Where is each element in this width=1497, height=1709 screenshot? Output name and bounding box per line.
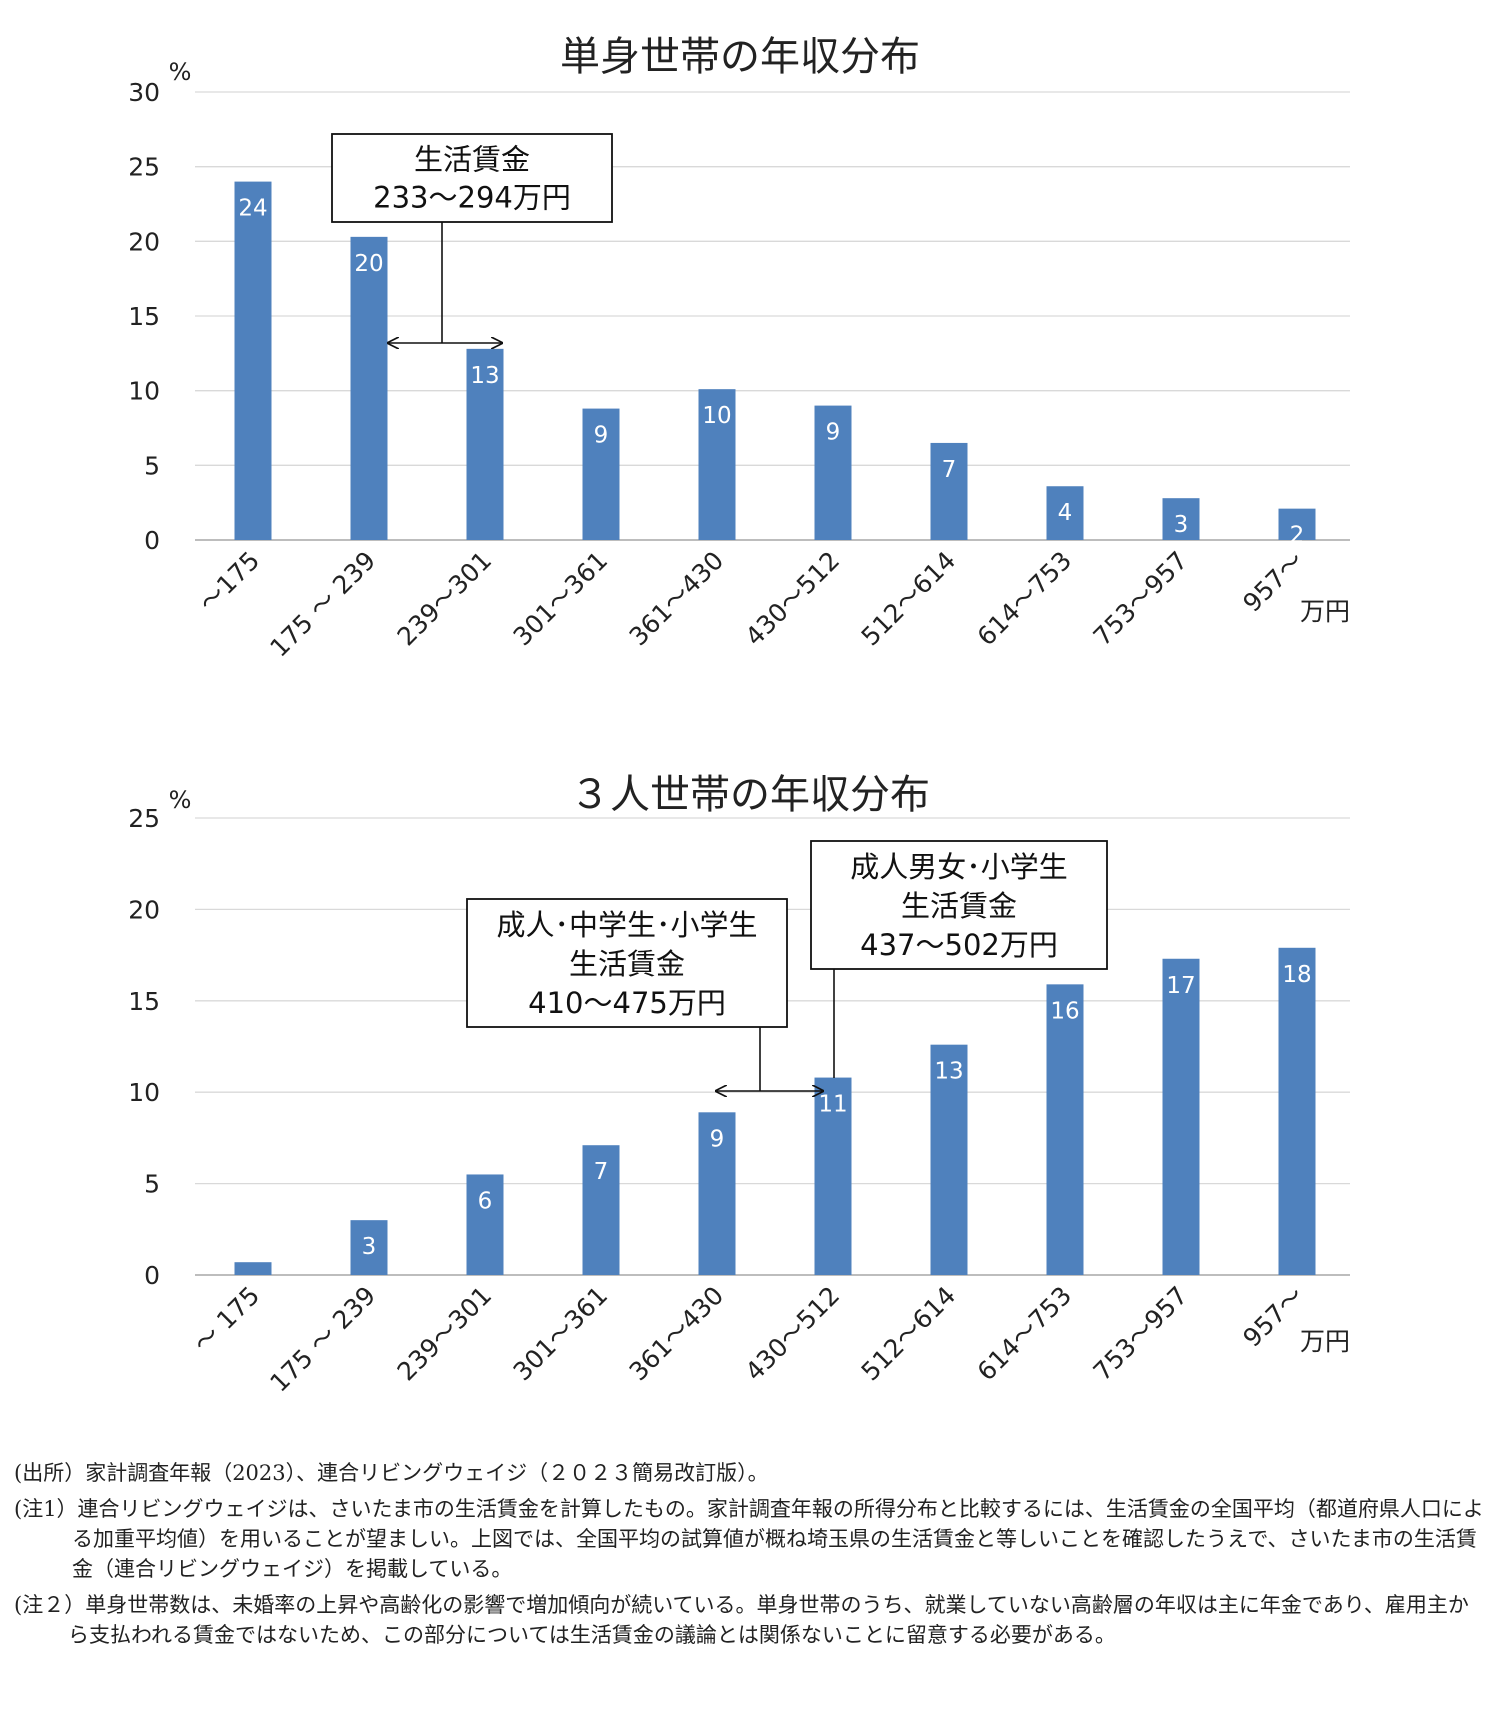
category-label: 239～301 [392,546,498,652]
bar [1046,984,1084,1275]
data-label: 20 [354,251,383,277]
annotation-text: 437～502万円 [860,928,1058,962]
bar [1046,486,1084,540]
y-tick-label: 20 [128,895,160,924]
annotation-text: 410～475万円 [528,986,726,1020]
bar [234,1262,272,1275]
data-label: 9 [826,420,841,446]
note-1: (注1）連合リビングウェイジは、さいたま市の生活賃金を計算したもの。家計調査年報… [14,1497,1484,1581]
data-label: 24 [238,196,267,222]
bar [466,1174,504,1275]
bar [350,1220,388,1275]
category-label: ～175 [193,546,265,618]
annotation-text: 生活賃金 [569,947,685,981]
bar [698,1112,736,1275]
category-label: 512～614 [856,546,962,652]
category-label: 301～361 [508,1281,614,1387]
bar [814,1077,852,1275]
data-label: 13 [470,363,499,389]
data-label: 9 [710,1126,725,1152]
data-label: 11 [818,1092,847,1118]
annotation-box [466,898,788,1028]
category-label: 753～957 [1088,546,1194,652]
annotation-text: 成人男女･小学生 [850,850,1068,884]
y-tick-label: 0 [144,526,160,555]
data-label: 17 [1166,973,1195,999]
data-label: 6 [478,1188,493,1214]
y-tick-label: 30 [128,78,160,107]
category-label: 361～430 [624,1281,730,1387]
y-unit-label: % [169,58,192,86]
bar [1278,947,1316,1275]
y-tick-label: 25 [128,153,160,182]
data-label: 3 [1174,512,1189,538]
y-tick-label: 20 [128,227,160,256]
bar [466,348,504,540]
data-label: 10 [702,403,731,429]
category-label: 175 ～ 239 [264,546,381,663]
data-label: 3 [362,1234,377,1260]
bar [930,1044,968,1275]
annotation-text: 233～294万円 [373,181,571,215]
chart-title: ３人世帯の年収分布 [570,772,930,818]
category-label: 957～ [1237,1281,1309,1353]
data-label: 9 [594,423,609,449]
category-label: 175 ～ 239 [264,1281,381,1398]
category-label: ～ 175 [188,1281,266,1359]
bar [1162,958,1200,1275]
x-unit-label: 万円 [1300,597,1350,626]
footnotes: (出所）家計調査年報（2023）、連合リビングウェイジ（２０２３簡易改訂版）。 … [14,1458,1484,1656]
data-label: 2 [1290,523,1305,549]
bar [930,442,968,540]
y-tick-label: 5 [144,1170,160,1199]
category-label: 301～361 [508,546,614,652]
data-label: 4 [1058,500,1073,526]
bar [234,181,272,540]
category-label: 614～753 [972,1281,1078,1387]
category-label: 957～ [1237,546,1309,618]
category-label: 430～512 [740,1281,846,1387]
category-label: 430～512 [740,546,846,652]
chart-title: 単身世帯の年収分布 [560,34,920,80]
bar [582,1145,620,1275]
category-label: 239～301 [392,1281,498,1387]
data-label: 16 [1050,998,1079,1024]
bar [350,236,388,540]
annotation-text: 生活賃金 [901,889,1017,923]
y-tick-label: 0 [144,1261,160,1290]
y-tick-label: 10 [128,377,160,406]
category-label: 614～753 [972,546,1078,652]
data-label: 7 [942,457,957,483]
bar [1278,508,1316,540]
bar [698,389,736,540]
y-tick-label: 15 [128,987,160,1016]
bar [582,408,620,540]
data-label: 13 [934,1059,963,1085]
y-tick-label: 15 [128,302,160,331]
y-tick-label: 10 [128,1078,160,1107]
category-label: 753～957 [1088,1281,1194,1387]
category-label: 512～614 [856,1281,962,1387]
annotation-box [810,840,1108,970]
bar [814,405,852,540]
data-label: 18 [1282,962,1311,988]
y-unit-label: % [169,786,192,814]
annotation-text: 成人･中学生･小学生 [496,908,757,942]
annotation-box [331,133,613,223]
bar [1162,498,1200,540]
category-label: 361～430 [624,546,730,652]
x-unit-label: 万円 [1300,1327,1350,1356]
annotation-text: 生活賃金 [414,143,530,177]
source-note: (出所）家計調査年報（2023）、連合リビングウェイジ（２０２３簡易改訂版）。 [14,1461,769,1485]
three-person-household-chart: ３人世帯の年収分布 0 5 10 15 20 25% ～ 175 3 175 ～ 239 6 239～… [128,772,1350,1398]
note-2: (注２）単身世帯数は、未婚率の上昇や高齢化の影響で増加傾向が続いている。単身世帯… [14,1593,1469,1647]
y-tick-label: 25 [128,804,160,833]
data-label: 7 [594,1159,609,1185]
y-tick-label: 5 [144,451,160,480]
